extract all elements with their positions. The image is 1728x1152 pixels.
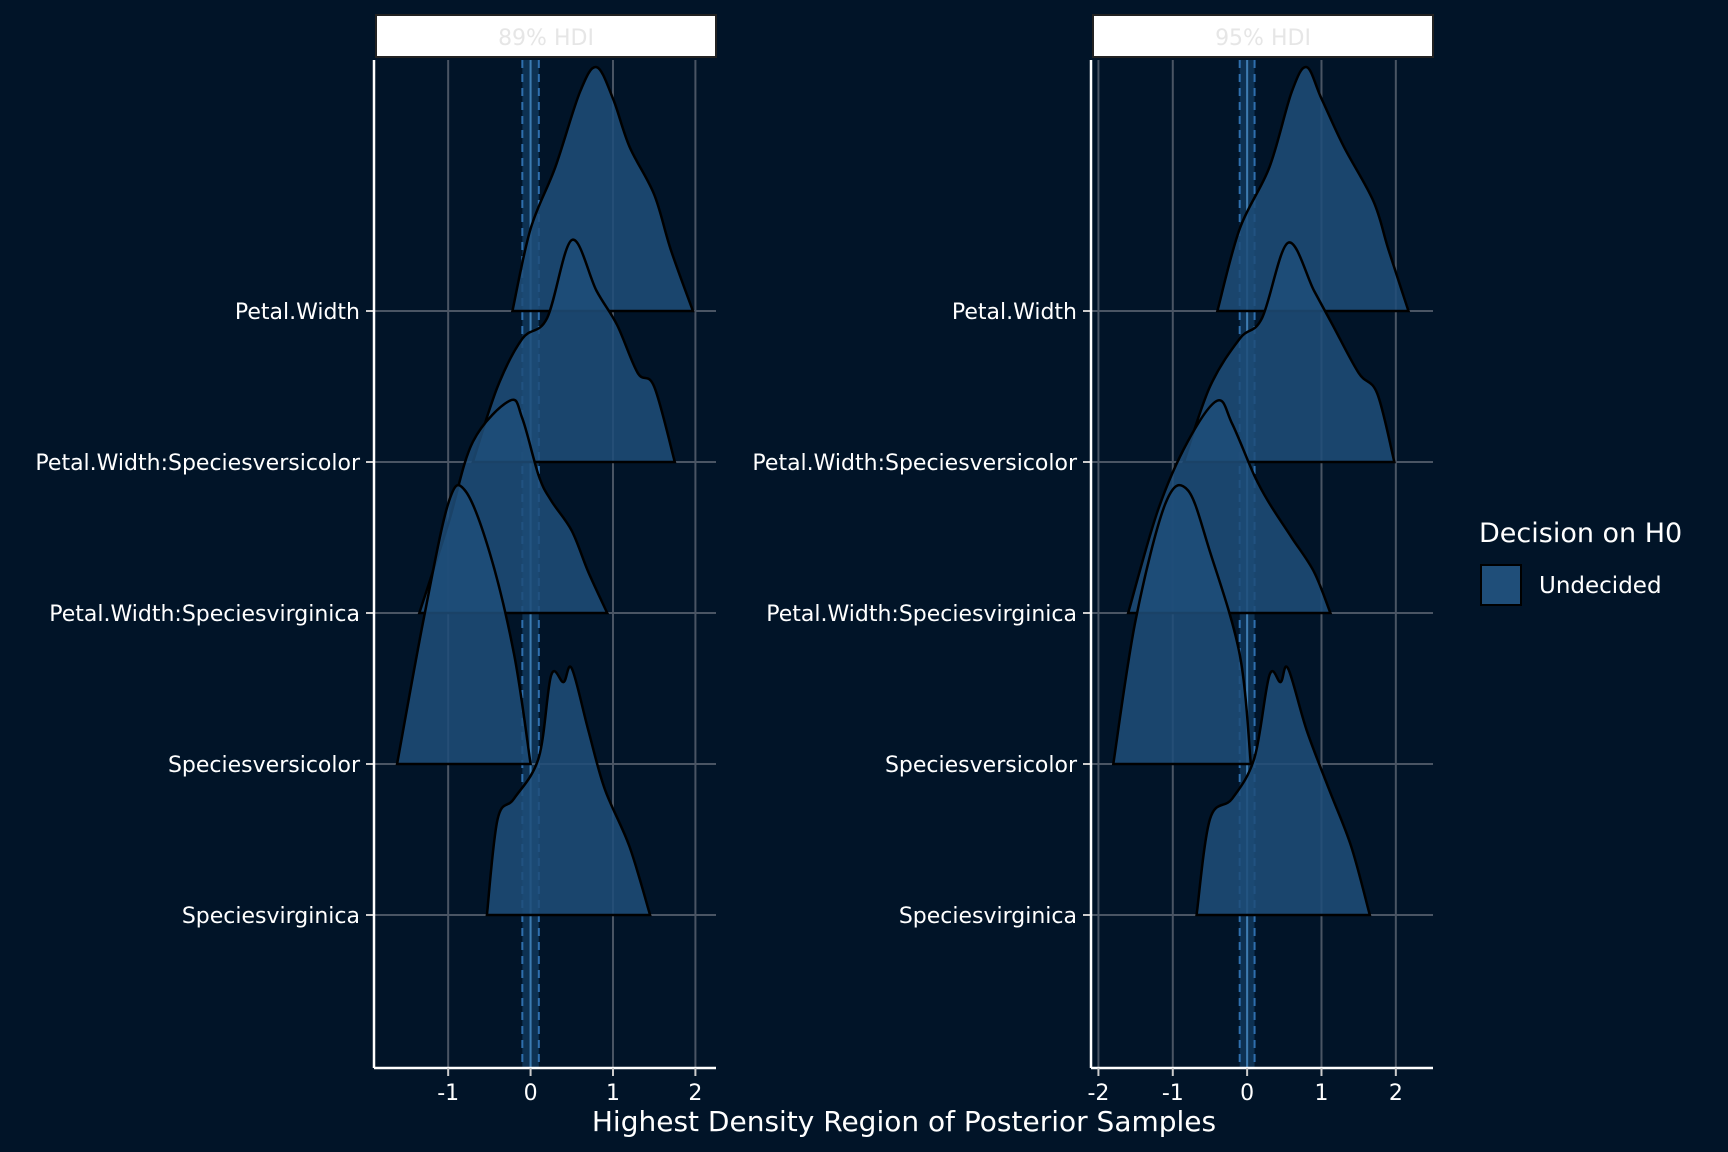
x-tick-label: 2 <box>1389 1081 1403 1106</box>
panels-layer: 89% HDI Petal.Width Petal.Width:Speciesver… <box>35 14 1434 1106</box>
legend-title: Decision on H0 <box>1479 518 1682 549</box>
ridge-speciesversicolor <box>395 483 533 766</box>
ridge-speciesversicolor <box>1111 483 1253 766</box>
legend-label-undecided: Undecided <box>1539 573 1662 599</box>
ridge-speciesvirginica <box>1195 665 1372 917</box>
legend: Decision on H0 Undecided <box>1479 518 1682 606</box>
y-tick-label: Petal.Width:Speciesversicolor <box>752 451 1078 476</box>
x-tick-label: 1 <box>1314 1081 1328 1106</box>
x-tick-label: 0 <box>1240 1081 1254 1106</box>
x-tick-label: 1 <box>606 1081 620 1106</box>
x-tick-label: -1 <box>437 1081 459 1106</box>
y-tick-label: Petal.Width:Speciesversicolor <box>35 451 361 476</box>
y-tick-label: Speciesvirginica <box>899 904 1077 929</box>
panel-strip <box>375 14 717 58</box>
legend-key-undecided <box>1480 564 1522 606</box>
y-tick-label: Petal.Width <box>952 300 1077 325</box>
x-tick-label: -2 <box>1087 1081 1109 1106</box>
ridge-petal-width <box>510 65 695 313</box>
panel-title: 95% HDI <box>1215 26 1311 51</box>
x-tick-label: 2 <box>688 1081 702 1106</box>
x-tick-label: -1 <box>1162 1081 1184 1106</box>
panel-2: 95% HDI Petal.Width Petal.Width:Speciesver… <box>752 14 1434 1106</box>
y-tick-label: Speciesvirginica <box>182 904 360 929</box>
ridge-petal-width-speciesversicolor <box>471 238 677 464</box>
y-tick-label: Petal.Width:Speciesvirginica <box>49 602 360 627</box>
y-tick-label: Speciesversicolor <box>168 753 361 778</box>
x-tick-label: 0 <box>524 1081 538 1106</box>
ridge-petal-width <box>1215 65 1411 313</box>
ridge-petal-width-speciesversicolor <box>1182 241 1396 464</box>
panel-title: 89% HDI <box>498 26 594 51</box>
ridge-speciesvirginica <box>485 665 652 917</box>
x-axis-title: Highest Density Region of Posterior Samp… <box>592 1105 1216 1138</box>
panel-strip <box>1092 14 1434 58</box>
y-tick-label: Petal.Width:Speciesvirginica <box>766 602 1077 627</box>
panel-1: 89% HDI Petal.Width Petal.Width:Speciesver… <box>35 14 717 1106</box>
y-tick-label: Speciesversicolor <box>885 753 1078 778</box>
y-tick-label: Petal.Width <box>235 300 360 325</box>
